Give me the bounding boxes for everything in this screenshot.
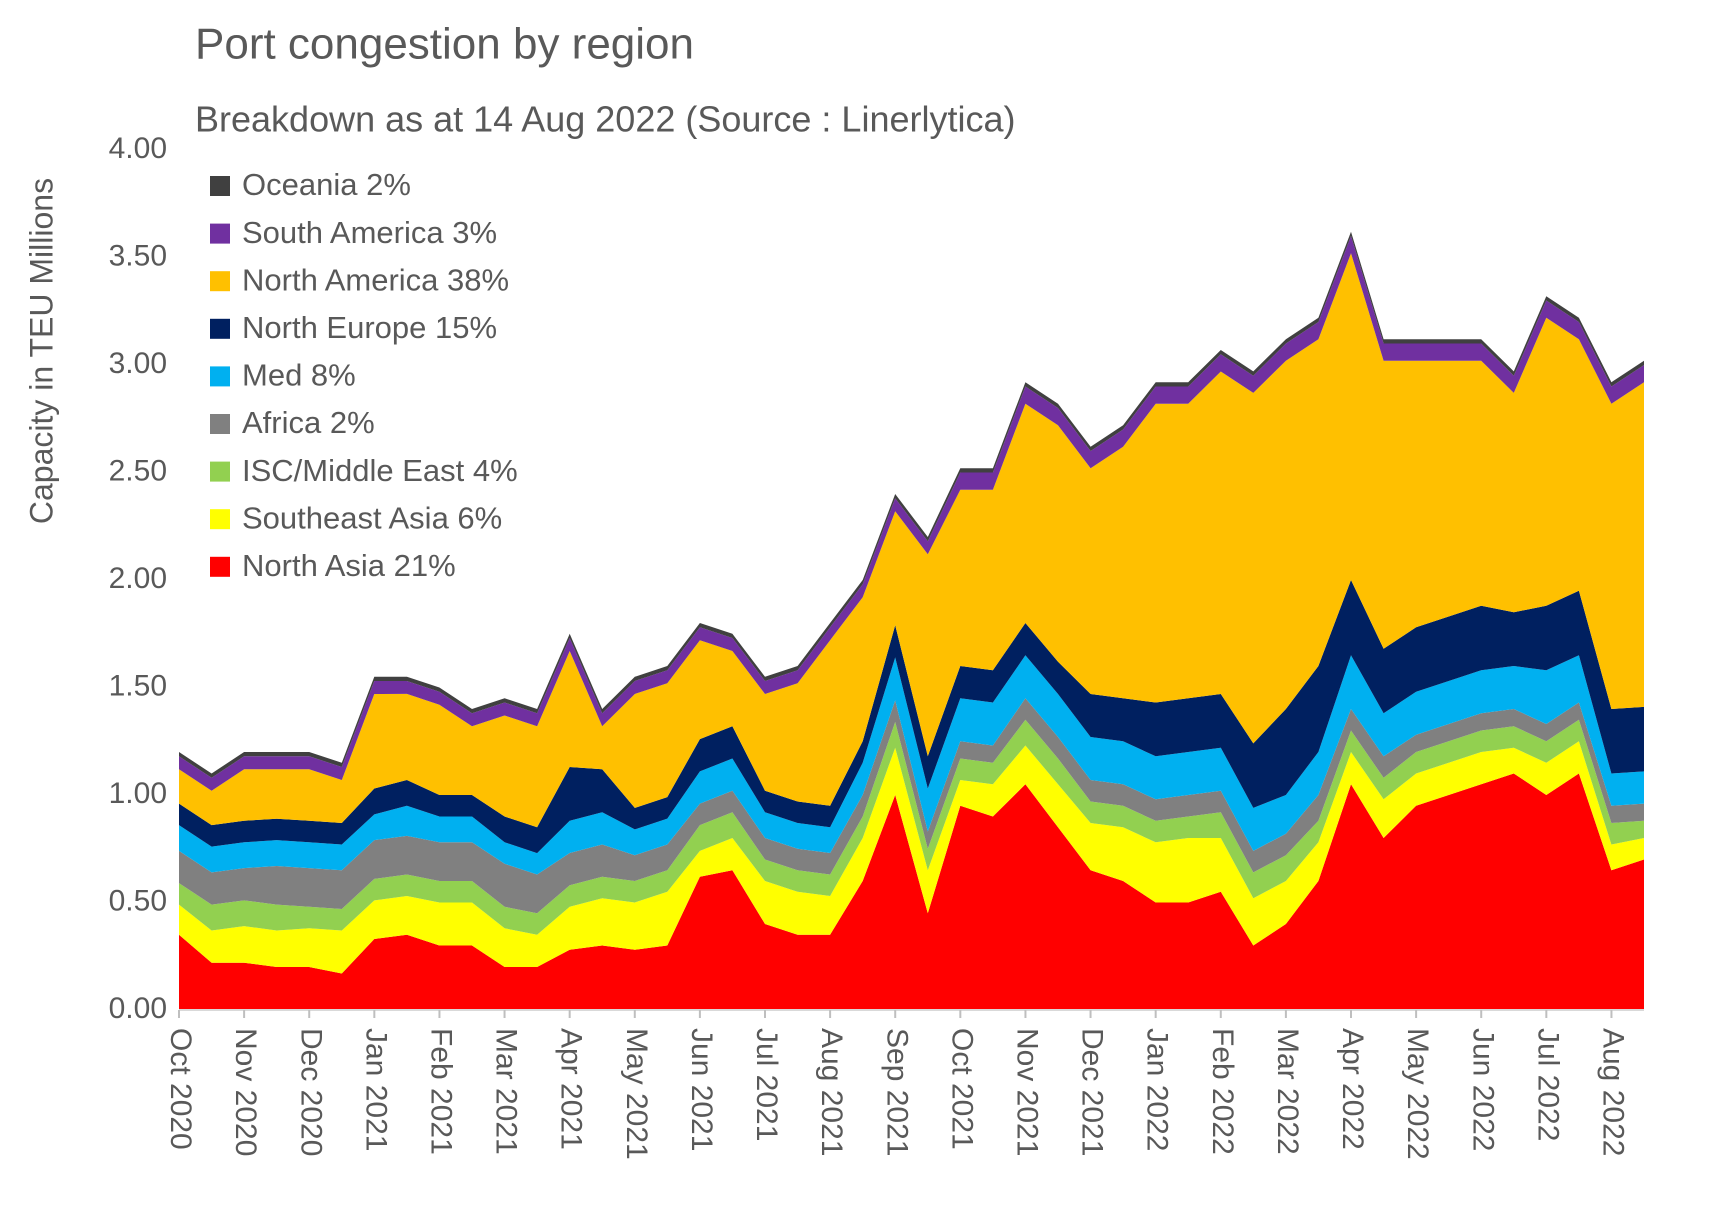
legend-swatch: [210, 176, 230, 196]
x-tick-label: Jul 2022: [1531, 1028, 1564, 1141]
legend-swatch: [210, 223, 230, 244]
y-tick-label: 4.00: [109, 132, 167, 165]
x-tick-label: Sep 2021: [880, 1028, 913, 1156]
legend-label: ISC/Middle East 4%: [242, 453, 518, 488]
legend-swatch: [210, 366, 230, 387]
area: [179, 719, 1644, 935]
legend-label: North Europe 15%: [242, 310, 497, 345]
x-tick-label: Jul 2021: [750, 1028, 783, 1141]
x-tick-label: Dec 2021: [1076, 1028, 1109, 1156]
plot-area: [179, 231, 1644, 1010]
legend-label: Southeast Asia 6%: [242, 500, 502, 535]
x-tick-label: Aug 2022: [1597, 1028, 1630, 1156]
legend-label: North America 38%: [242, 262, 509, 297]
x-tick-label: Jun 2021: [685, 1028, 718, 1151]
legend-label: North Asia 21%: [242, 548, 456, 583]
x-tick-label: Nov 2021: [1011, 1028, 1044, 1156]
y-tick-label: 0.00: [109, 992, 167, 1025]
y-tick-label: 2.50: [109, 454, 167, 487]
x-tick-label: Feb 2022: [1206, 1028, 1239, 1155]
x-tick-label: Apr 2022: [1336, 1028, 1369, 1150]
y-tick-label: 2.00: [109, 562, 167, 595]
area: [179, 741, 1644, 974]
legend-swatch: [210, 556, 230, 577]
legend-swatch: [210, 414, 230, 434]
legend-label: South America 3%: [242, 215, 497, 250]
x-tick-label: May 2022: [1401, 1028, 1434, 1160]
area: [179, 253, 1644, 828]
x-tick-label: Jan 2022: [1141, 1028, 1174, 1151]
chart-title: Port congestion by region: [195, 20, 694, 69]
x-tick-label: Jun 2022: [1466, 1028, 1499, 1151]
y-axis-title: Capacity in TEU Millions: [23, 178, 59, 524]
legend-label: Africa 2%: [242, 405, 375, 440]
area: [179, 655, 1644, 875]
x-tick-label: Oct 2020: [164, 1028, 197, 1150]
legend-label: Oceania 2%: [242, 167, 411, 202]
x-tick-label: Aug 2021: [815, 1028, 848, 1156]
x-tick-label: Oct 2021: [945, 1028, 978, 1150]
area: [179, 773, 1644, 1010]
legend-label: Med 8%: [242, 358, 356, 393]
legend-swatch: [210, 318, 230, 339]
y-tick-label: 1.00: [109, 777, 167, 810]
x-tick-label: Nov 2020: [229, 1028, 262, 1156]
legend-swatch: [210, 271, 230, 292]
x-tick-label: Apr 2021: [555, 1028, 588, 1150]
x-tick-label: Feb 2021: [425, 1028, 458, 1155]
x-tick-label: Mar 2022: [1271, 1028, 1304, 1155]
x-tick-label: Mar 2021: [490, 1028, 523, 1155]
x-tick-label: Jan 2021: [359, 1028, 392, 1151]
area: [179, 698, 1644, 914]
x-tick-label: Dec 2020: [294, 1028, 327, 1156]
y-tick-label: 1.50: [109, 669, 167, 702]
x-tick-label: May 2021: [620, 1028, 653, 1160]
area: [179, 580, 1644, 854]
legend-swatch: [210, 461, 230, 482]
chart-subtitle: Breakdown as at 14 Aug 2022 (Source : Li…: [195, 99, 1015, 140]
legend-swatch: [210, 509, 230, 530]
y-tick-label: 3.50: [109, 239, 167, 272]
y-tick-label: 0.50: [109, 884, 167, 917]
y-tick-label: 3.00: [109, 347, 167, 380]
